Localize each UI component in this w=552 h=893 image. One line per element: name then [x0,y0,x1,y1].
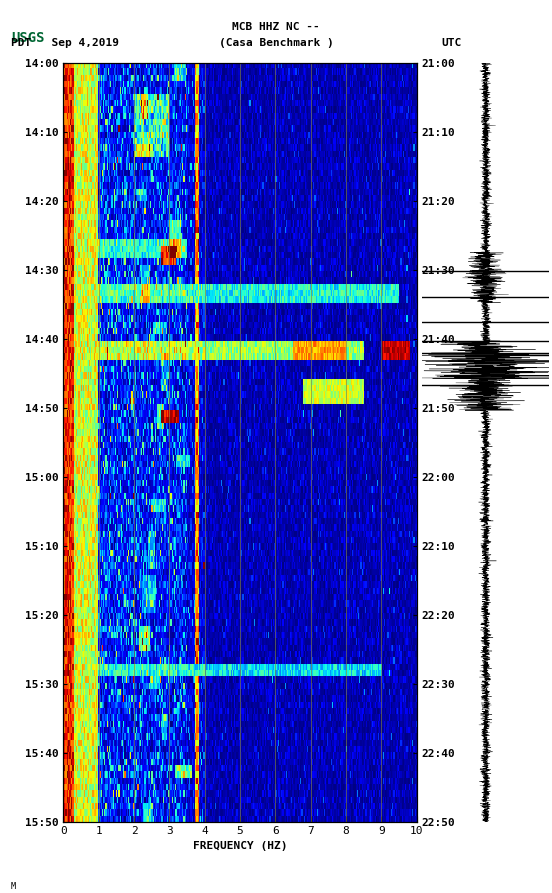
Text: MCB HHZ NC --: MCB HHZ NC -- [232,22,320,32]
X-axis label: FREQUENCY (HZ): FREQUENCY (HZ) [193,840,288,851]
Text: USGS: USGS [11,31,45,46]
Text: UTC: UTC [442,38,462,47]
Text: PDT   Sep 4,2019: PDT Sep 4,2019 [11,38,119,47]
Text: M: M [11,881,16,890]
Text: (Casa Benchmark ): (Casa Benchmark ) [219,38,333,47]
Text: USGS: USGS [8,14,49,25]
